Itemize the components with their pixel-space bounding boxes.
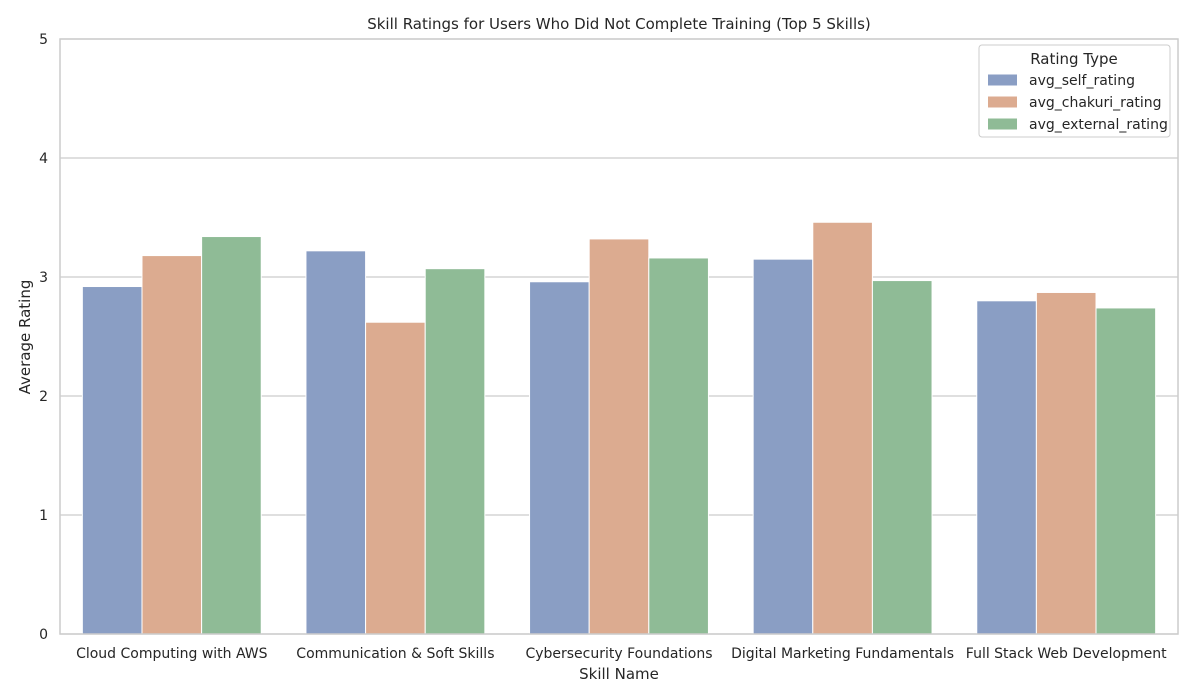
y-tick-label: 0 — [39, 627, 48, 643]
y-tick-labels: 0 1 2 3 4 5 — [39, 32, 48, 643]
bar-avg-chakuri-rating — [141, 255, 203, 635]
bar-avg-external-rating — [648, 257, 709, 635]
bar-avg-external-rating — [201, 236, 262, 635]
x-tick-label: Communication & Soft Skills — [296, 646, 494, 662]
bar-avg-external-rating — [424, 268, 486, 635]
legend-title: Rating Type — [1030, 50, 1118, 68]
y-tick-label: 5 — [39, 32, 48, 48]
bar-avg-chakuri-rating — [1035, 291, 1097, 635]
legend-swatch — [988, 118, 1017, 130]
bar-avg-self-rating — [752, 258, 814, 635]
x-tick-label: Digital Marketing Fundamentals — [731, 646, 954, 662]
bar-avg-self-rating — [305, 250, 367, 635]
bar-avg-self-rating — [976, 300, 1037, 635]
bars — [81, 221, 1157, 635]
bar-avg-external-rating — [1095, 307, 1157, 635]
x-tick-label: Cybersecurity Foundations — [525, 646, 712, 662]
x-tick-label: Cloud Computing with AWS — [76, 646, 268, 662]
bar-avg-self-rating — [529, 281, 590, 635]
bar-avg-chakuri-rating — [812, 221, 873, 635]
x-axis-label: Skill Name — [579, 665, 659, 683]
y-axis-label: Average Rating — [16, 280, 34, 395]
y-tick-label: 3 — [39, 270, 48, 286]
legend-label: avg_self_rating — [1029, 73, 1135, 89]
x-tick-label: Full Stack Web Development — [966, 646, 1167, 662]
y-tick-label: 2 — [39, 389, 48, 405]
legend-items: avg_self_rating avg_chakuri_rating avg_ext… — [988, 73, 1168, 133]
legend-box — [978, 44, 1171, 138]
y-tick-label: 4 — [39, 151, 48, 167]
legend-label: avg_chakuri_rating — [1029, 95, 1162, 111]
bar-avg-chakuri-rating — [365, 321, 426, 635]
chart-title: Skill Ratings for Users Who Did Not Comp… — [367, 15, 871, 33]
bar-avg-chakuri-rating — [588, 238, 650, 635]
y-tick-label: 1 — [39, 508, 48, 524]
legend-swatch — [988, 74, 1017, 86]
bar-avg-external-rating — [871, 280, 933, 635]
x-tick-labels: Cloud Computing with AWS Communication & … — [76, 646, 1167, 662]
legend-swatch — [988, 96, 1017, 108]
legend-label: avg_external_rating — [1029, 117, 1168, 133]
legend: Rating Type avg_self_rating avg_chakuri_r… — [978, 44, 1171, 138]
plot-frame — [59, 38, 1179, 635]
bar-avg-self-rating — [81, 286, 143, 635]
